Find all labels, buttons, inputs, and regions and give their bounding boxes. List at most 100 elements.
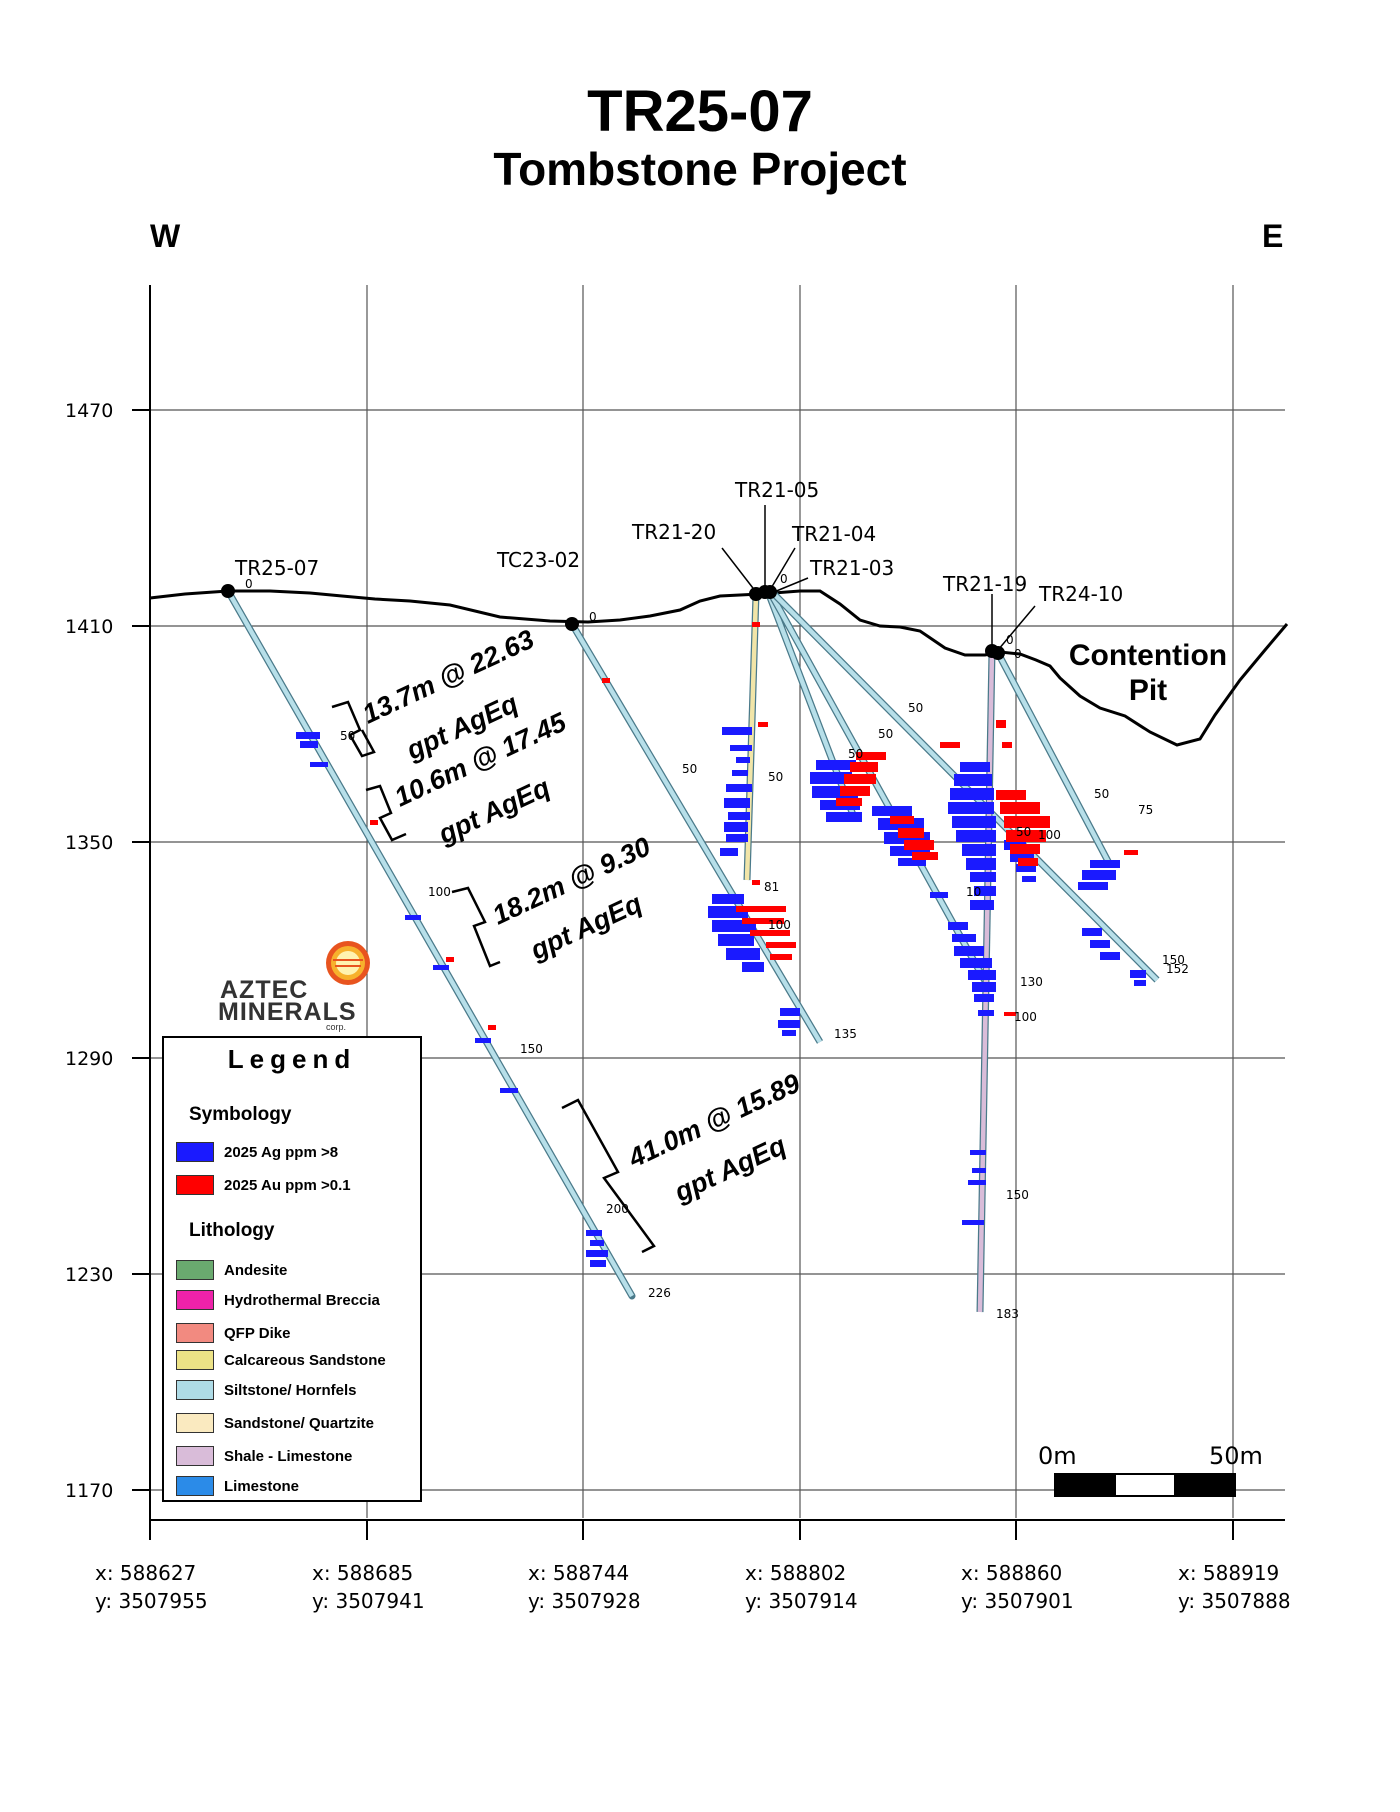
collar-leaders (721, 505, 1036, 651)
au-assay-bars (370, 622, 1138, 1030)
legend-item-limestone: Limestone (176, 1474, 299, 1498)
legend-symbology-heading: Symbology (189, 1104, 292, 1125)
depth-label: 50 (1094, 787, 1109, 801)
depth-label: 150 (1006, 1188, 1029, 1202)
depth-label: 183 (996, 1307, 1019, 1321)
coord-x-3: x: 588744 (528, 1561, 629, 1585)
depth-label: 50 (682, 762, 697, 776)
coord-x-6: x: 588919 (1178, 1561, 1279, 1585)
depth-label: 0 (245, 577, 253, 591)
hole-label-tr21-19: TR21-19 (942, 572, 1027, 596)
legend: Legend Symbology 2025 Ag ppm >8 2025 Au … (162, 1036, 422, 1502)
east-label: E (1262, 218, 1284, 254)
topography-line (149, 589, 1289, 747)
coord-y-1: y: 3507955 (95, 1589, 208, 1613)
legend-swatch (176, 1446, 214, 1466)
coord-y-2: y: 3507941 (312, 1589, 425, 1613)
depth-label: 0 (1014, 647, 1022, 661)
legend-item-andesite: Andesite (176, 1258, 287, 1282)
elev-label-1230: 1230 (65, 1264, 113, 1286)
depth-label: 50 (1016, 825, 1031, 839)
depth-label: 152 (1166, 962, 1189, 976)
depth-labels: 0 0 0 0 0 50 50 50 50 50 50 50 50 81 100… (245, 572, 1189, 1321)
legend-label: Siltstone/ Hornfels (224, 1381, 357, 1399)
scale-label-end: 50m (1209, 1442, 1263, 1470)
legend-swatch (176, 1380, 214, 1400)
legend-label: QFP Dike (224, 1324, 291, 1342)
elev-label-1470: 1470 (65, 400, 113, 422)
depth-label: 50 (908, 701, 923, 715)
elev-label-1350: 1350 (65, 832, 113, 854)
elev-label-1170: 1170 (65, 1480, 113, 1502)
legend-swatch (176, 1290, 214, 1310)
depth-label: 135 (834, 1027, 857, 1041)
depth-label: 75 (1138, 803, 1153, 817)
collars (221, 584, 1005, 660)
depth-label: 100 (1014, 1010, 1037, 1024)
pit-label-line2: Pit (1129, 674, 1167, 707)
coord-x-2: x: 588685 (312, 1561, 413, 1585)
coord-x-5: x: 588860 (961, 1561, 1062, 1585)
coord-x-1: x: 588627 (95, 1561, 196, 1585)
coord-y-3: y: 3507928 (528, 1589, 641, 1613)
legend-swatch (176, 1260, 214, 1280)
legend-label: Andesite (224, 1261, 288, 1279)
legend-label: Hydrothermal Breccia (224, 1291, 380, 1309)
pit-label-line1: Contention (1069, 639, 1227, 672)
depth-label: 81 (764, 880, 779, 894)
depth-label: 100 (428, 885, 451, 899)
depth-label: 150 (1162, 953, 1185, 967)
hole-label-tr21-20: TR21-20 (631, 520, 716, 544)
coord-y-4: y: 3507914 (745, 1589, 858, 1613)
depth-label: 0 (589, 610, 597, 624)
legend-item-siltstone: Siltstone/ Hornfels (176, 1378, 357, 1402)
depth-label: 100 (768, 918, 791, 932)
depth-label: 50 (768, 770, 783, 784)
page-subtitle: Tombstone Project (493, 143, 907, 195)
coord-y-5: y: 3507901 (961, 1589, 1074, 1613)
legend-label: 2025 Au ppm >0.1 (224, 1176, 351, 1194)
hole-label-tr21-04: TR21-04 (791, 522, 876, 546)
depth-label: 100 (1038, 828, 1061, 842)
depth-label: 226 (648, 1286, 671, 1300)
legend-title: Legend (227, 1044, 357, 1074)
legend-item-breccia: Hydrothermal Breccia (176, 1288, 380, 1312)
aztec-minerals-logo: AZTEC MINERALS corp. (218, 940, 370, 1032)
legend-label: Calcareous Sandstone (224, 1351, 386, 1369)
logo-text-aztec: AZTEC (220, 976, 309, 1004)
hole-label-tc23-02: TC23-02 (496, 548, 580, 572)
scale-label-start: 0m (1038, 1442, 1077, 1470)
legend-label: Limestone (224, 1477, 300, 1495)
elev-label-1290: 1290 (65, 1048, 113, 1070)
legend-item-shale: Shale - Limestone (176, 1444, 352, 1468)
legend-swatch (176, 1323, 214, 1343)
depth-label: 10 (966, 885, 981, 899)
depth-label: 50 (878, 727, 893, 741)
drill-traces (224, 587, 1160, 1313)
west-label: W (150, 218, 181, 254)
sun-icon (326, 941, 370, 985)
legend-item-calc-sandstone: Calcareous Sandstone (176, 1348, 386, 1372)
legend-swatch (176, 1142, 214, 1162)
depth-label: 130 (1020, 975, 1043, 989)
logo-text-corp: corp. (326, 1022, 347, 1032)
intercept-brackets (331, 700, 656, 1254)
logo-text-minerals: MINERALS (218, 998, 357, 1026)
legend-swatch (176, 1476, 214, 1496)
depth-label: 0 (1006, 633, 1014, 647)
scale-bar (1054, 1473, 1236, 1497)
coord-x-4: x: 588802 (745, 1561, 846, 1585)
hole-label-tr24-10: TR24-10 (1038, 582, 1123, 606)
legend-item-ag: 2025 Ag ppm >8 (176, 1140, 338, 1164)
legend-item-sandstone: Sandstone/ Quartzite (176, 1411, 374, 1435)
page-title: TR25-07 (587, 79, 813, 144)
legend-swatch (176, 1350, 214, 1370)
legend-swatch (176, 1413, 214, 1433)
coord-y-6: y: 3507888 (1178, 1589, 1291, 1613)
legend-label: 2025 Ag ppm >8 (224, 1143, 339, 1161)
depth-label: 150 (520, 1042, 543, 1056)
depth-label: 0 (780, 572, 788, 586)
legend-label: Shale - Limestone (224, 1447, 353, 1465)
hole-label-tr25-07: TR25-07 (234, 556, 319, 580)
